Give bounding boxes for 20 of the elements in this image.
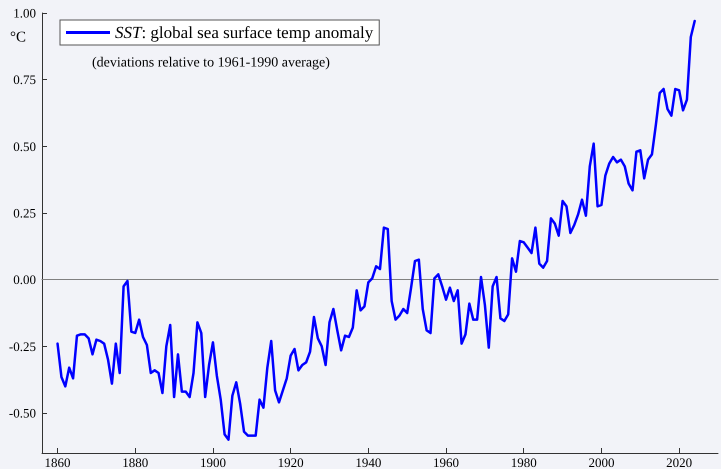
legend-label: SST: global sea surface temp anomaly <box>115 23 374 42</box>
x-tick-label: 1900 <box>200 455 226 469</box>
y-tick-label: 0.75 <box>13 72 36 88</box>
x-tick-label: 1960 <box>433 455 460 469</box>
y-tick-label: 1.00 <box>13 6 36 20</box>
line-series <box>56 20 696 441</box>
x-tick-label: 2020 <box>666 455 692 469</box>
y-axis-title: °C <box>10 30 26 46</box>
y-tick-label: -0.50 <box>8 406 36 420</box>
y-tick-label: -0.25 <box>8 338 36 354</box>
y-tick-label: 0.50 <box>13 138 36 154</box>
annotation: (deviations relative to 1961-1990 average) <box>92 56 330 70</box>
x-tick-label: 1940 <box>355 455 382 469</box>
x-tick-label: 2000 <box>588 455 614 469</box>
x-tick-label: 1920 <box>278 455 304 469</box>
x-tick-label: 1880 <box>122 455 148 469</box>
y-tick-label: 0.00 <box>13 272 36 288</box>
y-tick-label: 0.25 <box>13 206 36 220</box>
x-tick-label: 1860 <box>44 455 71 469</box>
x-tick-label: 1980 <box>510 455 537 469</box>
